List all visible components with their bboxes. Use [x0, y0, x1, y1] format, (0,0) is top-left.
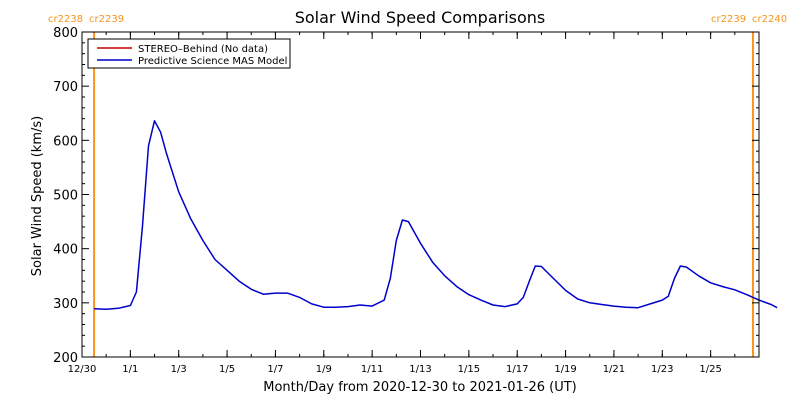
plot-area: 200 300 400 500 600 700 800 12/30 1/1 1/3 1/5 1/7 1… — [53, 26, 778, 375]
cr-label-right-1: cr2239 — [89, 14, 124, 25]
y-tick-label: 600 — [53, 134, 78, 149]
x-tick-label: 1/17 — [506, 364, 528, 375]
x-tick-label: 1/23 — [651, 364, 673, 375]
legend-label-mas: Predictive Science MAS Model — [138, 56, 287, 67]
cr-label-left-2: cr2239 — [711, 14, 746, 25]
x-tick-label: 1/5 — [219, 364, 235, 375]
x-tick-label: 1/19 — [554, 364, 576, 375]
series-line-1 — [94, 120, 778, 311]
plot-frame — [81, 31, 760, 358]
x-tick-label: 1/11 — [361, 364, 383, 375]
y-tick-label: 300 — [53, 297, 78, 312]
x-axis-label: Month/Day from 2020-12-30 to 2021-01-26 … — [263, 380, 576, 395]
x-tick-label: 1/1 — [122, 364, 138, 375]
x-tick-label: 12/30 — [68, 364, 97, 375]
y-tick-label: 500 — [53, 189, 78, 204]
x-tick-label: 1/7 — [267, 364, 283, 375]
y-tick-label: 800 — [53, 26, 78, 41]
legend-box — [87, 38, 291, 69]
x-tick-label: 1/13 — [409, 364, 431, 375]
legend-label-stereo: STEREO–Behind (No data) — [138, 44, 268, 55]
y-axis-ticks: 200 300 400 500 600 700 800 — [53, 26, 759, 366]
legend: STEREO–Behind (No data) Predictive Scien… — [87, 38, 291, 69]
y-axis-label: Solar Wind Speed (km/s) — [30, 116, 45, 276]
series-lines — [94, 120, 778, 311]
chart-title: Solar Wind Speed Comparisons — [295, 8, 546, 27]
cr-label-right-2: cr2240 — [752, 14, 787, 25]
x-tick-label: 1/25 — [699, 364, 721, 375]
x-tick-label: 1/21 — [603, 364, 625, 375]
x-tick-label: 1/15 — [458, 364, 480, 375]
cr-label-left-1: cr2238 — [48, 14, 83, 25]
x-tick-label: 1/9 — [316, 364, 332, 375]
x-tick-label: 1/3 — [171, 364, 187, 375]
y-tick-label: 400 — [53, 243, 78, 258]
y-tick-label: 700 — [53, 80, 78, 95]
y-tick-label: 200 — [53, 351, 78, 366]
